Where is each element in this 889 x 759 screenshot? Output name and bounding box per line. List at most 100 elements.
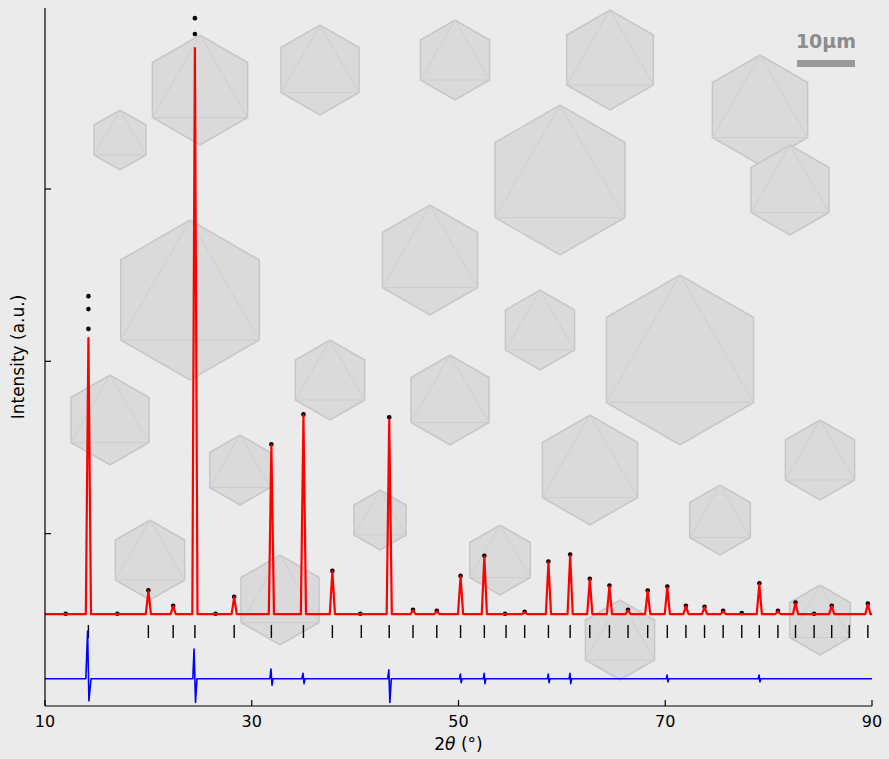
bragg-reflection <box>609 625 610 638</box>
x-tick-label: 30 <box>242 712 262 731</box>
crystal-shape <box>121 220 260 380</box>
bragg-reflection <box>436 625 437 638</box>
calculated-profile <box>45 48 872 614</box>
bragg-reflection <box>627 625 628 638</box>
crystal-shape <box>420 20 489 100</box>
crystal-facet <box>354 490 406 535</box>
crystal-facet <box>505 290 574 350</box>
crystal-facet <box>121 220 260 340</box>
bragg-reflection <box>460 625 461 638</box>
bragg-reflection <box>777 625 778 638</box>
x-tick <box>871 700 872 706</box>
crystal-shape <box>281 25 359 115</box>
crystal-facet <box>281 25 359 93</box>
scale-bar-label: 10μm <box>796 30 856 52</box>
crystal-facet <box>115 520 184 580</box>
y-tick <box>45 533 51 534</box>
crystal-facet <box>470 525 531 578</box>
crystal-shape <box>71 375 149 465</box>
crystal-facet <box>567 10 654 85</box>
bragg-reflection <box>361 625 362 638</box>
x-tick <box>665 700 666 706</box>
y-axis-line <box>44 8 45 706</box>
plot-data <box>45 16 872 703</box>
crystal-shape <box>210 435 271 505</box>
background <box>0 0 889 759</box>
bragg-reflection <box>412 625 413 638</box>
crystal-shape <box>411 355 489 445</box>
bragg-reflection <box>589 625 590 638</box>
crystal-shape <box>94 110 146 170</box>
bragg-reflection <box>795 625 796 638</box>
crystal-facet <box>241 555 319 623</box>
crystal-shape <box>785 420 854 500</box>
crystal-facet <box>585 600 654 660</box>
bragg-reflection <box>685 625 686 638</box>
crystal-shape <box>295 340 364 420</box>
bragg-reflection <box>867 625 868 638</box>
x-tick <box>44 700 45 706</box>
bragg-reflection <box>484 625 485 638</box>
x-tick <box>251 700 252 706</box>
bragg-reflection <box>569 625 570 638</box>
bragg-reflection <box>172 625 173 638</box>
crystal-shape <box>505 290 574 370</box>
observed-point <box>86 327 91 332</box>
bragg-reflection <box>667 625 668 638</box>
y-tick <box>45 361 51 362</box>
crystal-shape <box>354 490 406 550</box>
crystal-facet <box>71 375 149 443</box>
bragg-reflection <box>548 625 549 638</box>
crystal-facet <box>411 355 489 423</box>
crystal-shape <box>382 205 477 315</box>
crystal-facet <box>542 415 637 498</box>
bragg-reflection <box>505 625 506 638</box>
bragg-reflection <box>332 625 333 638</box>
bragg-reflection <box>849 625 850 638</box>
bragg-reflection <box>647 625 648 638</box>
bragg-reflection <box>194 625 195 638</box>
x-tick-label: 50 <box>448 712 468 731</box>
difference-curve <box>45 631 872 703</box>
crystal-facet <box>94 110 146 155</box>
y-axis-title: Intensity (a.u.) <box>8 295 28 420</box>
crystal-shape <box>115 520 184 600</box>
crystal-facet <box>495 105 625 218</box>
crystal-facet <box>785 420 854 480</box>
crystal-shape <box>241 555 319 645</box>
x-tick-label: 70 <box>655 712 675 731</box>
x-tick-label: 10 <box>35 712 55 731</box>
bragg-reflection <box>813 625 814 638</box>
bragg-reflection <box>759 625 760 638</box>
micrograph-backdrop <box>71 10 855 680</box>
axes: 10 30 50 70 90 <box>35 8 882 731</box>
crystal-shape <box>495 105 625 255</box>
crystal-shape <box>751 145 829 235</box>
bragg-reflection <box>233 625 234 638</box>
crystal-shape <box>585 600 654 680</box>
crystal-shape <box>690 485 751 555</box>
observed-point <box>193 32 198 37</box>
bragg-reflection <box>303 625 304 638</box>
crystal-shape <box>606 275 753 445</box>
x-tick <box>458 700 459 706</box>
observed-point <box>86 294 91 299</box>
crystal-facet <box>420 20 489 80</box>
crystal-facet <box>382 205 477 288</box>
observed-point <box>86 307 91 312</box>
scale-bar <box>797 60 855 67</box>
bragg-reflection <box>389 625 390 638</box>
x-axis-title: 2θ (°) <box>434 734 482 754</box>
bragg-reflection <box>831 625 832 638</box>
crystal-facet <box>690 485 751 538</box>
crystal-shape <box>542 415 637 525</box>
bragg-reflection <box>524 625 525 638</box>
x-tick-label: 90 <box>862 712 882 731</box>
crystal-shape <box>470 525 531 595</box>
crystal-facet <box>295 340 364 400</box>
y-tick <box>45 188 51 189</box>
observed-point <box>193 16 198 21</box>
crystal-shape <box>567 10 654 110</box>
figure: 10μm 10 30 50 70 90 2θ (°) Intensity (a.u.) <box>0 0 889 759</box>
crystal-facet <box>606 275 753 403</box>
